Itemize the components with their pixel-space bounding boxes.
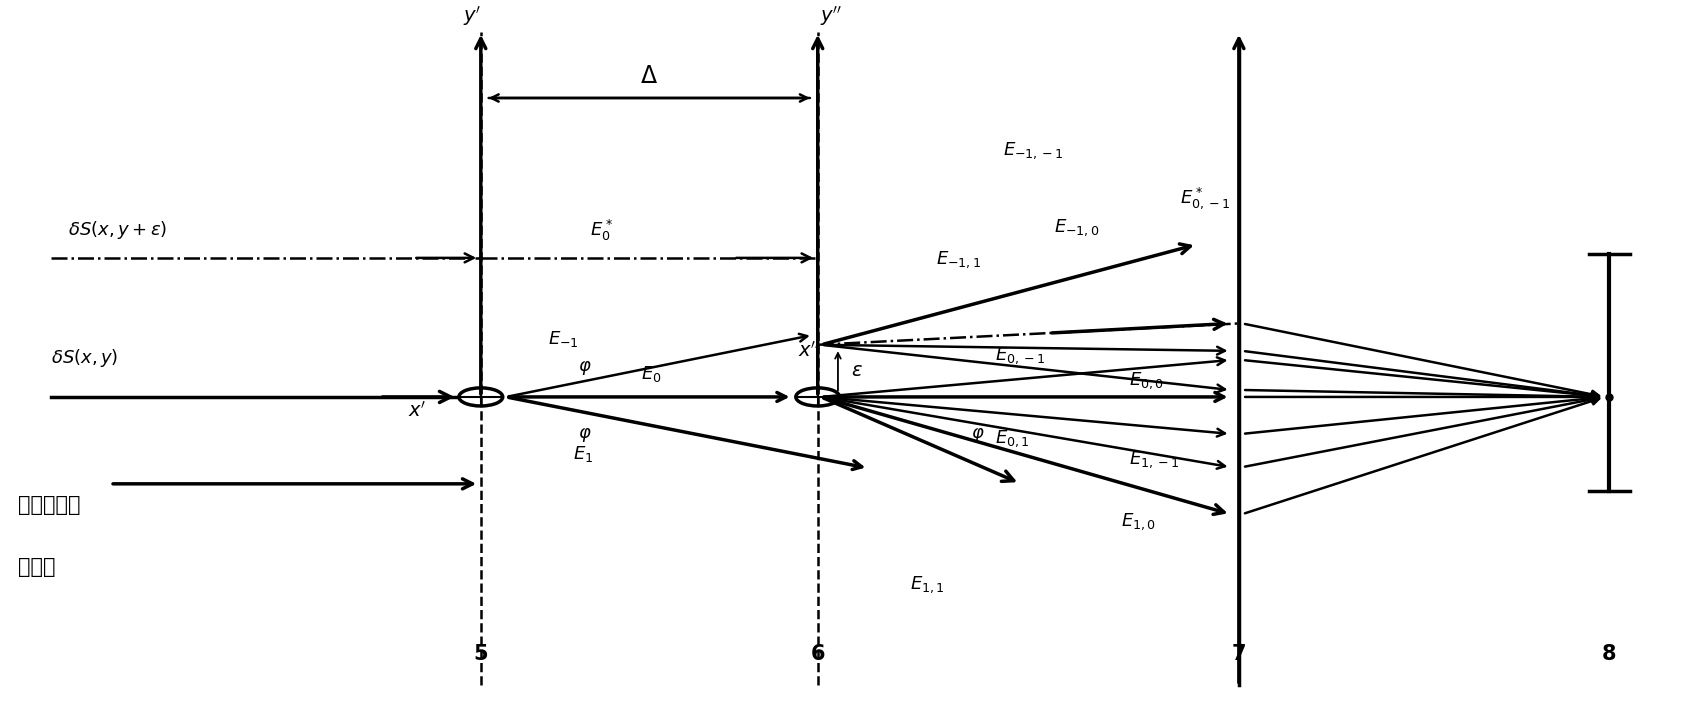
FancyArrowPatch shape xyxy=(1244,324,1598,398)
Text: $\Delta$: $\Delta$ xyxy=(641,64,658,88)
FancyArrowPatch shape xyxy=(1234,39,1244,683)
Text: $E_{1,0}$: $E_{1,0}$ xyxy=(1121,512,1157,532)
FancyArrowPatch shape xyxy=(824,244,1190,344)
Text: $E_0$: $E_0$ xyxy=(641,364,661,385)
Text: $y'$: $y'$ xyxy=(464,4,482,28)
FancyArrowPatch shape xyxy=(1244,361,1598,399)
Text: $\varphi$: $\varphi$ xyxy=(578,358,592,377)
FancyArrowPatch shape xyxy=(824,397,1226,436)
Text: 8: 8 xyxy=(1602,644,1617,664)
Text: $E_{0,-1}^*$: $E_{0,-1}^*$ xyxy=(1180,185,1231,211)
FancyArrowPatch shape xyxy=(813,39,823,395)
FancyArrowPatch shape xyxy=(113,479,472,489)
FancyArrowPatch shape xyxy=(1244,397,1598,513)
Text: $\varepsilon$: $\varepsilon$ xyxy=(851,361,863,380)
Text: $x''$: $x''$ xyxy=(797,341,821,361)
Text: $y''$: $y''$ xyxy=(819,4,843,28)
FancyArrowPatch shape xyxy=(383,392,450,402)
Text: 平面波: 平面波 xyxy=(17,557,56,577)
Text: $E_1$: $E_1$ xyxy=(573,444,593,464)
FancyArrowPatch shape xyxy=(416,253,474,262)
Text: $E_{-1,0}$: $E_{-1,0}$ xyxy=(1054,218,1099,238)
FancyArrowPatch shape xyxy=(824,398,1013,481)
Text: $\varphi$: $\varphi$ xyxy=(971,426,985,444)
Text: $E_{-1}$: $E_{-1}$ xyxy=(548,329,578,349)
FancyArrowPatch shape xyxy=(1244,393,1598,401)
FancyArrowPatch shape xyxy=(1244,395,1598,433)
Text: $\delta S(x, y+\varepsilon)$: $\delta S(x, y+\varepsilon)$ xyxy=(67,218,167,240)
Text: 5: 5 xyxy=(474,644,489,664)
Text: $E_0^*$: $E_0^*$ xyxy=(590,218,614,243)
FancyArrowPatch shape xyxy=(824,397,1226,469)
FancyArrowPatch shape xyxy=(475,39,486,395)
FancyArrowPatch shape xyxy=(824,392,1224,402)
FancyArrowPatch shape xyxy=(835,353,841,391)
Text: $E_{0,-1}$: $E_{0,-1}$ xyxy=(995,345,1045,366)
FancyArrowPatch shape xyxy=(824,357,1226,397)
FancyArrowPatch shape xyxy=(1244,351,1598,399)
FancyArrowPatch shape xyxy=(824,345,1226,392)
FancyArrowPatch shape xyxy=(824,398,1224,515)
FancyArrowPatch shape xyxy=(509,397,862,469)
Text: $E_{-1,1}$: $E_{-1,1}$ xyxy=(936,250,981,270)
Text: $x'$: $x'$ xyxy=(408,401,427,421)
FancyArrowPatch shape xyxy=(1244,390,1598,400)
FancyArrowPatch shape xyxy=(824,345,1226,354)
Text: $E_{0,1}$: $E_{0,1}$ xyxy=(995,428,1030,449)
Text: 7: 7 xyxy=(1232,644,1246,664)
Text: $E_{1,1}$: $E_{1,1}$ xyxy=(910,574,946,595)
Text: $E_{-1,-1}$: $E_{-1,-1}$ xyxy=(1003,140,1064,160)
Text: $\varphi$: $\varphi$ xyxy=(578,426,592,444)
FancyArrowPatch shape xyxy=(489,94,808,102)
Text: $\delta S(x,y)$: $\delta S(x,y)$ xyxy=(51,347,118,369)
Text: $E_{1,-1}$: $E_{1,-1}$ xyxy=(1130,449,1180,470)
FancyArrowPatch shape xyxy=(509,392,786,402)
FancyArrowPatch shape xyxy=(737,253,811,262)
FancyArrowPatch shape xyxy=(1052,320,1224,333)
Text: 试件出射的: 试件出射的 xyxy=(17,495,79,515)
FancyArrowPatch shape xyxy=(1244,396,1598,467)
FancyArrowPatch shape xyxy=(491,94,809,102)
FancyArrowPatch shape xyxy=(509,334,808,397)
Text: 6: 6 xyxy=(811,644,824,664)
Text: $E_{0,0}$: $E_{0,0}$ xyxy=(1130,370,1165,391)
